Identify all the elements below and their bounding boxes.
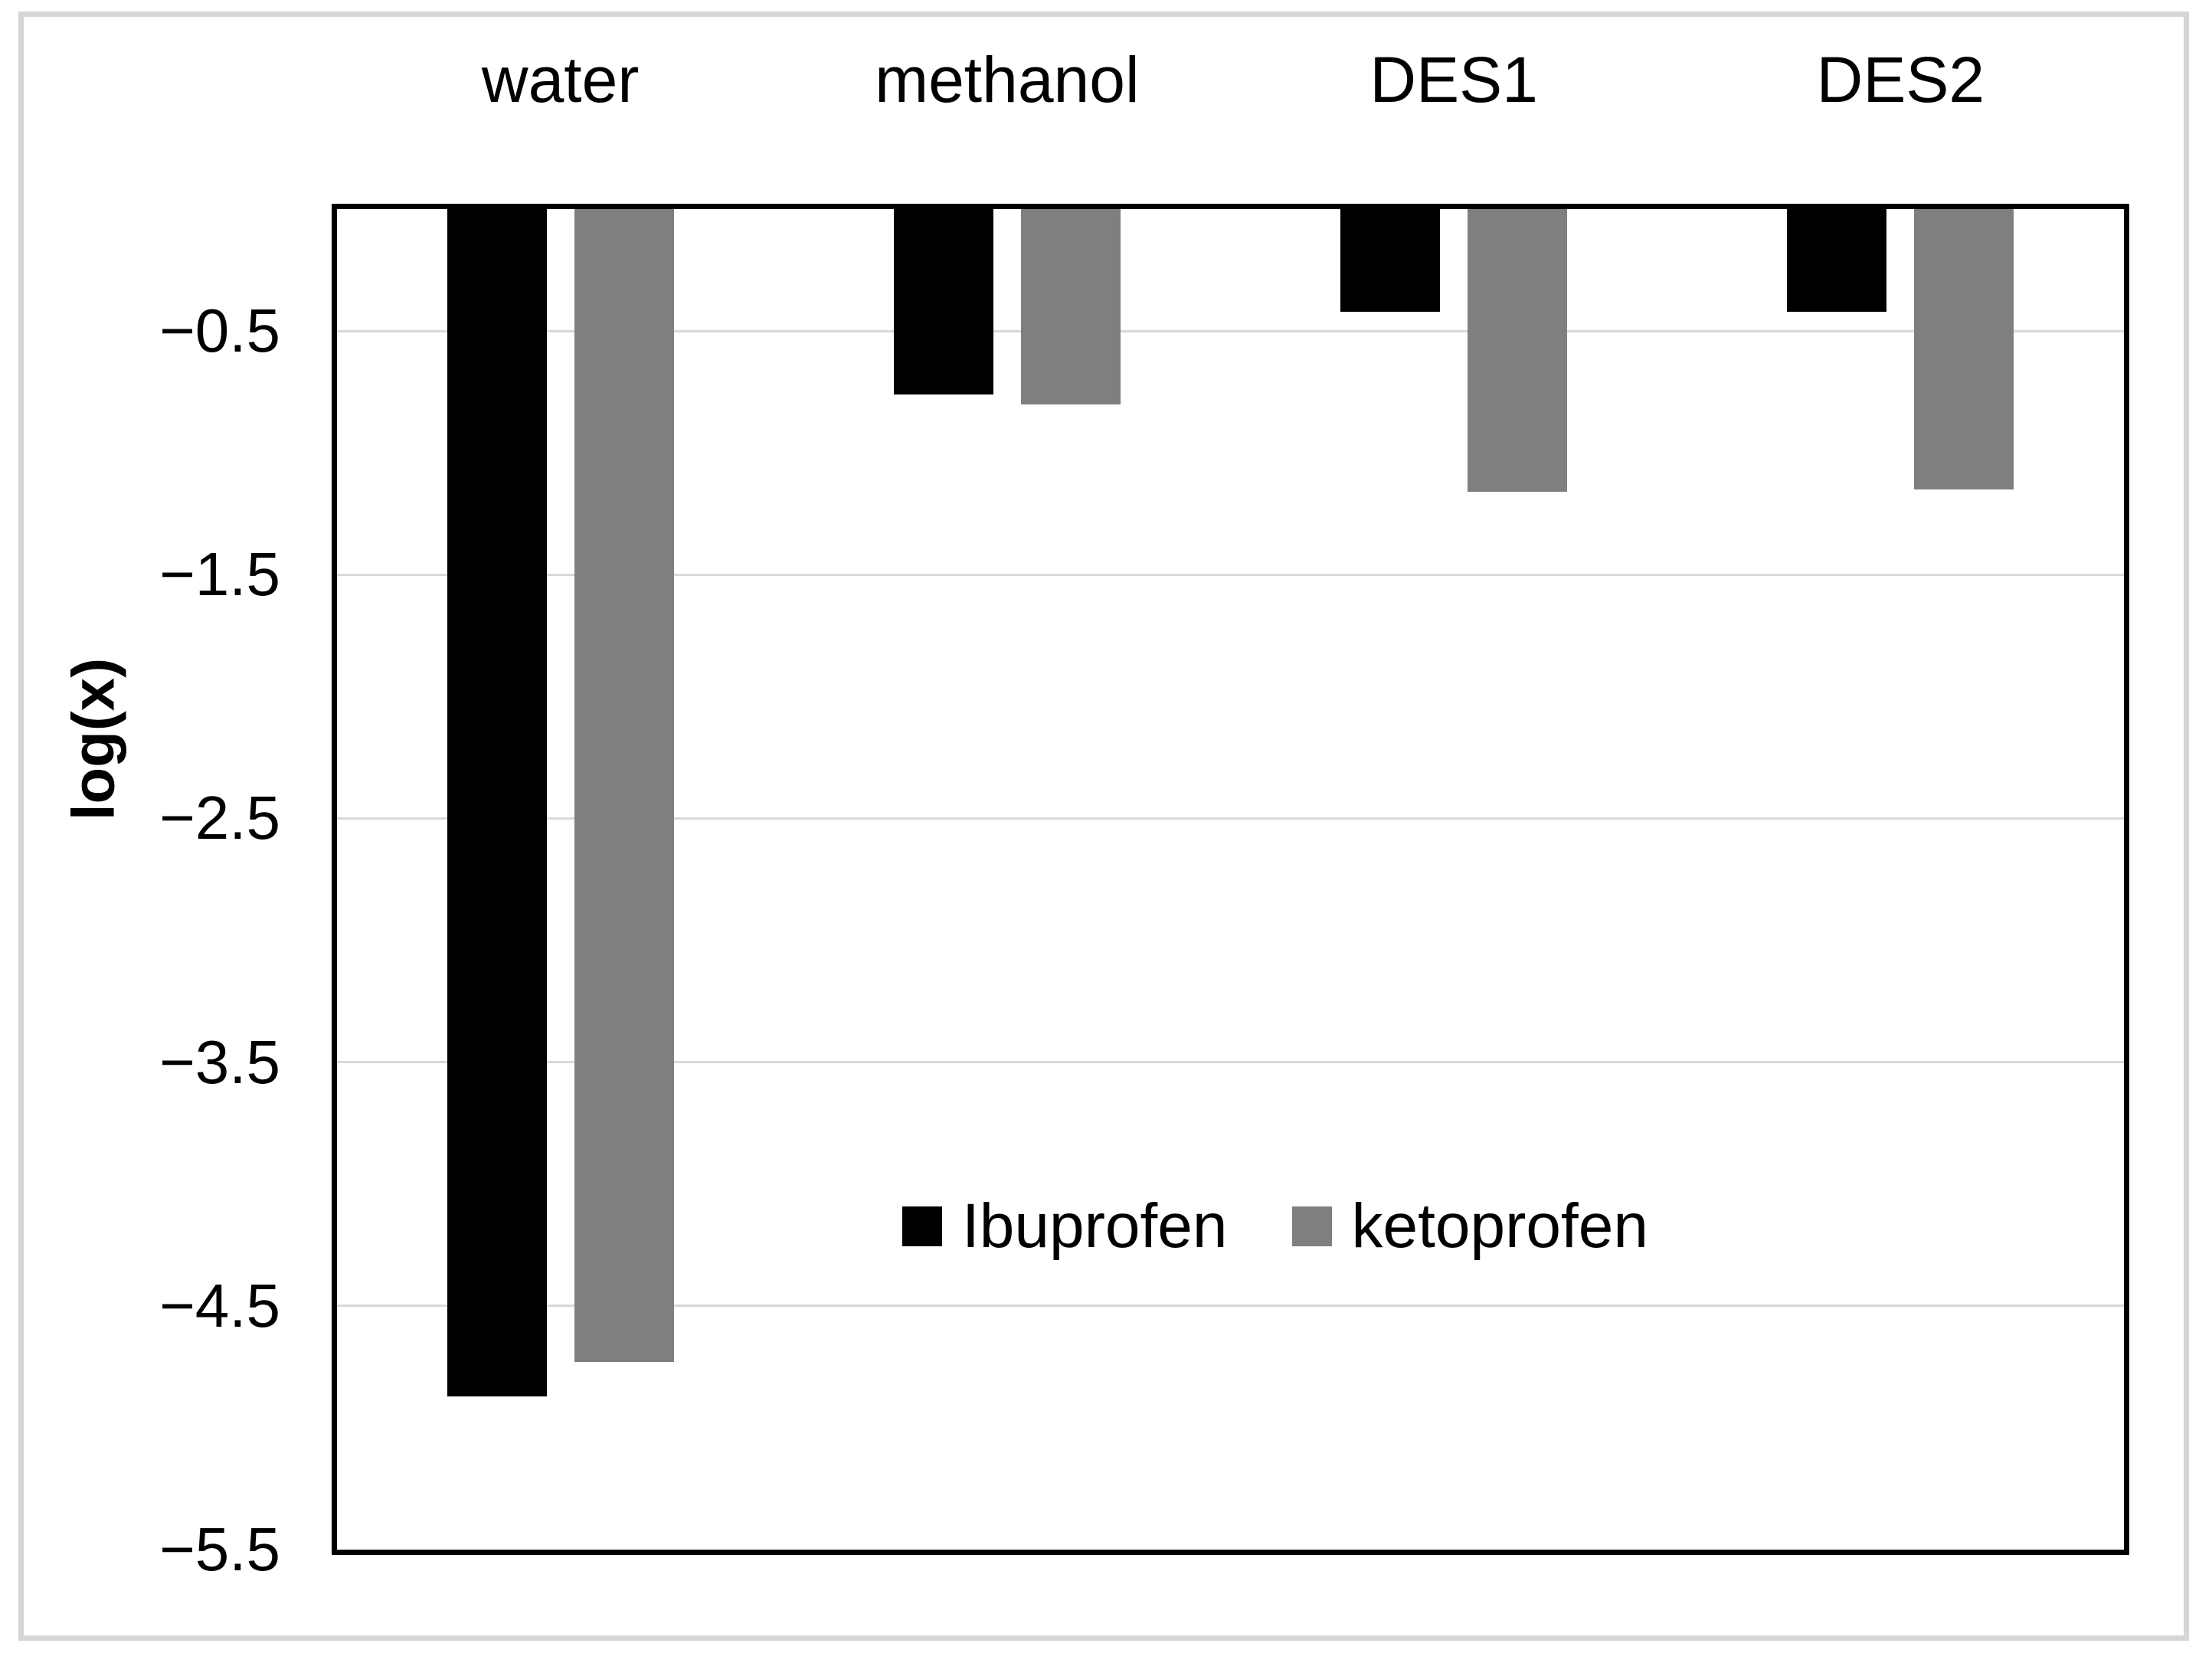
y-tick-label: −4.5 bbox=[159, 1271, 280, 1340]
y-axis-tick-labels: −0.5 −1.5 −2.5 −3.5 −4.5 −5.5 bbox=[46, 0, 280, 1663]
legend: Ibuprofen ketoprofen bbox=[902, 1192, 1648, 1261]
legend-item-ketoprofen: ketoprofen bbox=[1291, 1191, 1649, 1261]
figure-border bbox=[18, 11, 2189, 1641]
gridline bbox=[337, 573, 2124, 576]
plot-inner bbox=[337, 209, 2124, 1550]
gridline bbox=[337, 329, 2124, 332]
y-tick-label: −1.5 bbox=[159, 540, 280, 609]
legend-item-ibuprofen: Ibuprofen bbox=[902, 1192, 1228, 1261]
bar-ketoprofen-des1 bbox=[1468, 209, 1568, 493]
category-label-des2: DES2 bbox=[1816, 44, 1985, 116]
category-axis-labels: water methanol DES1 DES2 bbox=[337, 40, 2124, 124]
bar-ibuprofen-des2 bbox=[1787, 209, 1887, 312]
y-tick-label: −3.5 bbox=[159, 1027, 280, 1096]
category-label-water: water bbox=[481, 44, 640, 116]
bar-ibuprofen-water bbox=[447, 209, 547, 1396]
bar-ibuprofen-methanol bbox=[893, 209, 993, 394]
legend-label: Ibuprofen bbox=[962, 1191, 1228, 1261]
gridline bbox=[337, 1305, 2124, 1308]
bar-ibuprofen-des1 bbox=[1340, 209, 1441, 312]
y-tick-label: −0.5 bbox=[159, 296, 280, 365]
legend-label: ketoprofen bbox=[1351, 1191, 1649, 1261]
y-tick-label: −2.5 bbox=[159, 784, 280, 853]
y-tick-label: −5.5 bbox=[159, 1515, 280, 1583]
bar-ketoprofen-des2 bbox=[1914, 209, 2014, 489]
y-axis-title: log(x) bbox=[59, 657, 127, 821]
category-label-des1: DES1 bbox=[1369, 44, 1538, 116]
category-label-methanol: methanol bbox=[875, 44, 1140, 116]
gridline bbox=[337, 1061, 2124, 1064]
bar-ketoprofen-methanol bbox=[1020, 209, 1121, 404]
plot-area bbox=[332, 204, 2129, 1555]
legend-swatch-ibuprofen bbox=[902, 1206, 942, 1246]
legend-swatch-ketoprofen bbox=[1291, 1206, 1332, 1246]
gridline bbox=[337, 817, 2124, 820]
bar-ketoprofen-water bbox=[574, 209, 674, 1362]
